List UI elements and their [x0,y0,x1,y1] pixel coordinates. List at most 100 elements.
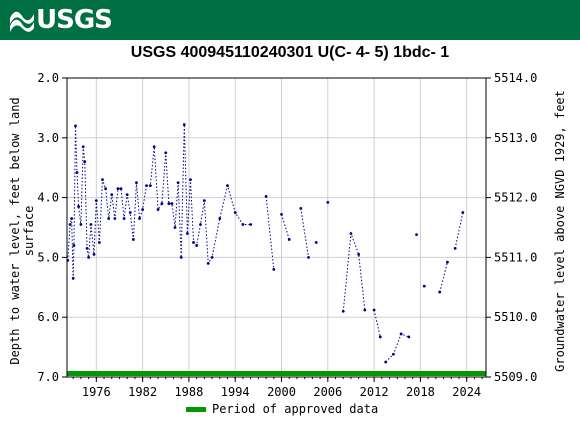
legend-label-approved: Period of approved data [212,402,378,416]
data-point [363,308,367,312]
x-tick-label: 1988 [174,385,203,399]
y-right-tick-label: 5510.0 [494,310,537,324]
data-point [170,202,174,205]
y-left-tick-label: 3.0 [37,131,59,145]
grid-layer [67,77,486,378]
data-point [128,211,132,214]
usgs-logo-text: USGS [36,5,113,35]
data-point [206,261,210,265]
data-point [72,244,76,247]
y-axis-right-label: Groundwater level above NGVD 1929, feet [553,90,567,372]
data-point [326,200,330,204]
series-line-segment [265,196,275,270]
data-point [399,332,403,336]
data-point [249,223,253,226]
data-point [89,223,93,226]
y-left-tick-label: 6.0 [37,310,59,324]
usgs-logo-icon [10,11,34,32]
data-point [98,241,101,244]
data-point [407,335,411,339]
data-point [357,253,361,256]
chart-title: USGS 400945110240301 U(C- 4- 5) 1bdc- 1 [130,44,450,61]
y-right-tick-label: 5513.0 [494,131,537,145]
y-left-tick-label: 4.0 [37,191,59,205]
data-point [145,184,148,188]
usgs-banner: USGS [0,0,580,40]
data-point [81,145,85,149]
data-point [68,223,72,226]
data-point [77,205,80,208]
data-point [152,145,156,149]
x-tick-label: 2012 [360,385,389,399]
data-point [226,184,229,188]
y-right-tick-label: 5512.0 [494,191,537,205]
legend: Period of approved data [186,402,378,416]
data-point [74,124,77,128]
x-tick-label: 1982 [128,385,157,399]
data-point [341,309,345,313]
data-point [173,226,177,229]
data-point [116,187,120,191]
data-point [307,256,310,259]
series-line-segment [342,233,366,312]
data-point [85,247,89,250]
data-point [453,247,457,250]
data-point [392,352,395,356]
approved-period-bar [67,371,486,376]
y-right-tick-label: 5514.0 [494,71,537,85]
data-point [87,256,91,259]
data-point [438,290,442,294]
data-point [233,211,237,214]
axes-layer: 1976 1982 1988 1994 2000 2006 2012 2018 2024 2.0 5… [37,71,537,399]
data-point [92,253,96,256]
data-point [131,238,135,241]
legend-swatch-approved [186,407,206,412]
data-point [79,223,83,226]
data-point [167,202,171,205]
x-tick-label: 2024 [452,385,481,399]
data-point [241,223,245,226]
data-point [83,160,87,164]
data-point [113,217,117,220]
data-point [446,260,449,264]
series-line-segment [67,124,251,279]
series-line-segment [454,212,464,249]
data-point [372,308,376,312]
data-point [141,208,145,211]
data-point [189,178,192,182]
data-point [210,256,214,259]
plot-frame [66,77,487,378]
y-right-tick-label: 5511.0 [494,250,537,264]
data-point [422,284,426,288]
data-point [349,232,353,235]
data-point [164,151,168,155]
data-point [192,241,195,244]
data-point [160,202,164,205]
data-point [287,238,291,241]
series-line-segment [373,309,381,338]
x-tick-label: 2000 [267,385,296,399]
data-point [185,232,189,235]
data-point [70,217,74,220]
data-point [125,193,129,197]
y-axis-left-label-line-1: Depth to water level, feet below land [8,97,22,364]
data-point [218,217,222,220]
data-point [280,212,283,216]
data-point [179,256,183,259]
x-tick-label: 1994 [221,385,250,399]
data-point [148,184,152,188]
data-point [119,187,123,191]
data-point [272,267,276,271]
series-line-segment [300,208,310,258]
data-point [314,241,318,244]
data-point [156,208,160,211]
data-point [202,199,206,202]
data-point [135,181,138,185]
data-point [110,193,114,197]
data-point [264,195,268,198]
data-point [101,178,104,182]
x-tick-label: 2006 [313,385,342,399]
y-axis-left-label-line-2: surface [22,206,36,257]
data-point [415,233,418,237]
